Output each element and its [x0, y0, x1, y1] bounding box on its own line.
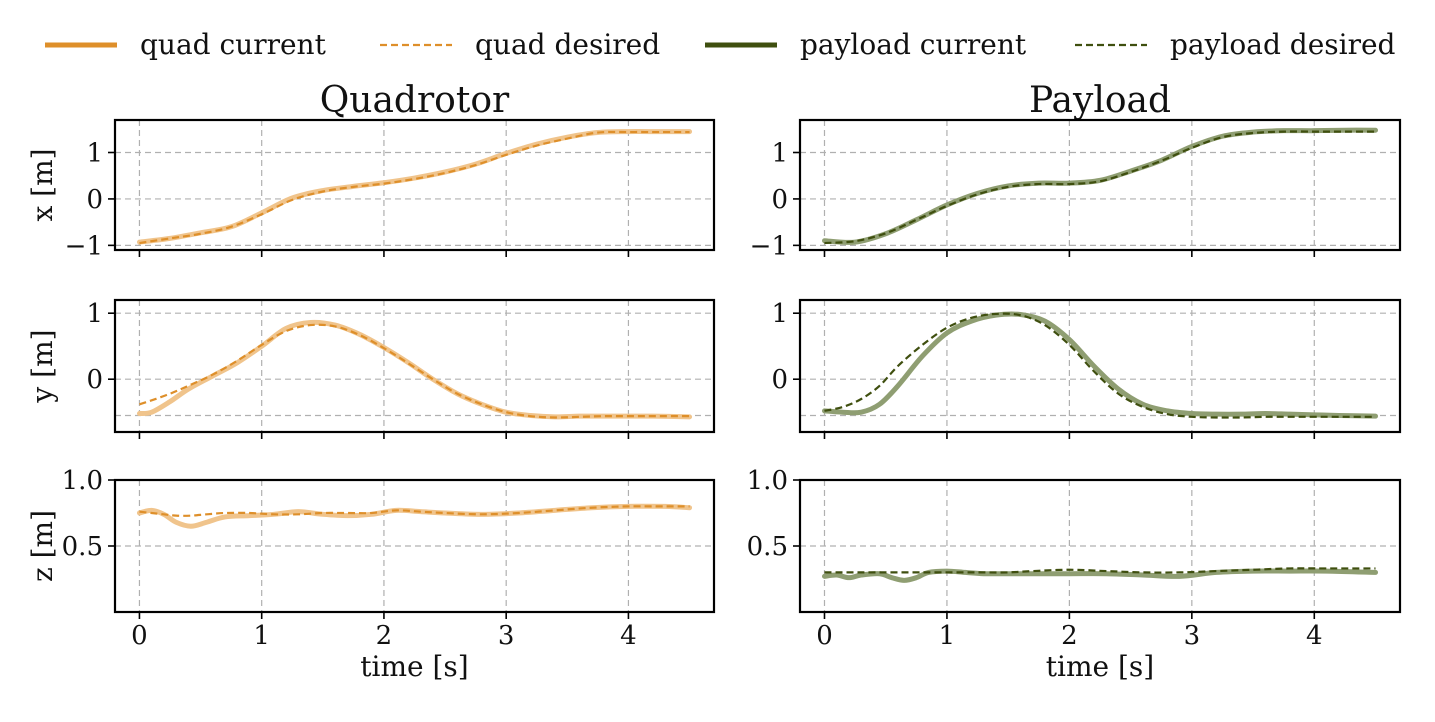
ytick-label-2-0-1: 1.0 [62, 466, 103, 496]
ytick-label-2-1-1: 1.0 [747, 466, 788, 496]
xtick-label-0-3: 3 [498, 621, 515, 651]
ylabel-row-1: y [m] [26, 329, 59, 403]
ylabel-row-0: x [m] [26, 148, 59, 221]
payload-desired-line-row-1 [824, 312, 1376, 419]
axes-frame-0-0 [113, 118, 716, 252]
xtick-label-0-2: 2 [376, 621, 393, 651]
quad-current-line-row-0 [136, 129, 693, 245]
ytick-label-0-0-0: −1 [65, 231, 103, 261]
ytick-label-0-1-1: 0 [771, 185, 788, 215]
ytick-label-0-1-2: 1 [771, 139, 788, 169]
ytick-label-2-1-0: 0.5 [747, 532, 788, 562]
xlabel-quad: time [s] [360, 650, 468, 683]
axes-frame-0-1 [798, 118, 1402, 252]
payload-desired-line-row-2 [824, 567, 1376, 574]
legend-label-1: quad desired [475, 28, 660, 61]
legend-label-0: quad current [140, 28, 327, 61]
axes-frame-2-0 [113, 478, 716, 614]
panel-title-payload: Payload [1029, 80, 1171, 121]
xtick-label-1-0: 0 [816, 621, 833, 651]
ytick-label-1-1-0: 0 [771, 365, 788, 395]
ytick-label-2-0-0: 0.5 [62, 532, 103, 562]
payload-desired-line-row-0 [824, 130, 1376, 245]
ytick-label-1-0-1: 1 [86, 299, 103, 329]
legend-label-2: payload current [800, 28, 1027, 61]
legend-label-3: payload desired [1170, 28, 1396, 61]
ytick-label-0-0-2: 1 [86, 139, 103, 169]
xtick-label-0-1: 1 [253, 621, 270, 651]
xtick-label-1-1: 1 [939, 621, 956, 651]
xtick-label-0-0: 0 [131, 621, 148, 651]
axes-frame-1-0 [113, 298, 716, 434]
quad-current-line-row-2 [136, 503, 693, 529]
xtick-label-0-4: 4 [620, 621, 637, 651]
xlabel-payload: time [s] [1046, 650, 1154, 683]
ylabel-row-2: z [m] [26, 510, 59, 582]
xtick-label-1-4: 4 [1306, 621, 1323, 651]
axes-frame-1-1 [798, 298, 1402, 434]
panel-title-quad: Quadrotor [320, 80, 510, 121]
ytick-label-0-0-1: 0 [86, 185, 103, 215]
xtick-label-1-3: 3 [1184, 621, 1201, 651]
payload-current-line-row-0 [821, 127, 1379, 245]
quad-desired-line-row-0 [139, 130, 690, 245]
ytick-label-1-0-0: 0 [86, 365, 103, 395]
quad-desired-line-row-2 [139, 505, 690, 517]
xtick-label-1-2: 2 [1061, 621, 1078, 651]
ytick-label-0-1-0: −1 [750, 231, 788, 261]
ytick-label-1-1-1: 1 [771, 299, 788, 329]
quad-current-line-row-1 [136, 319, 693, 420]
payload-current-line-row-1 [821, 311, 1379, 419]
